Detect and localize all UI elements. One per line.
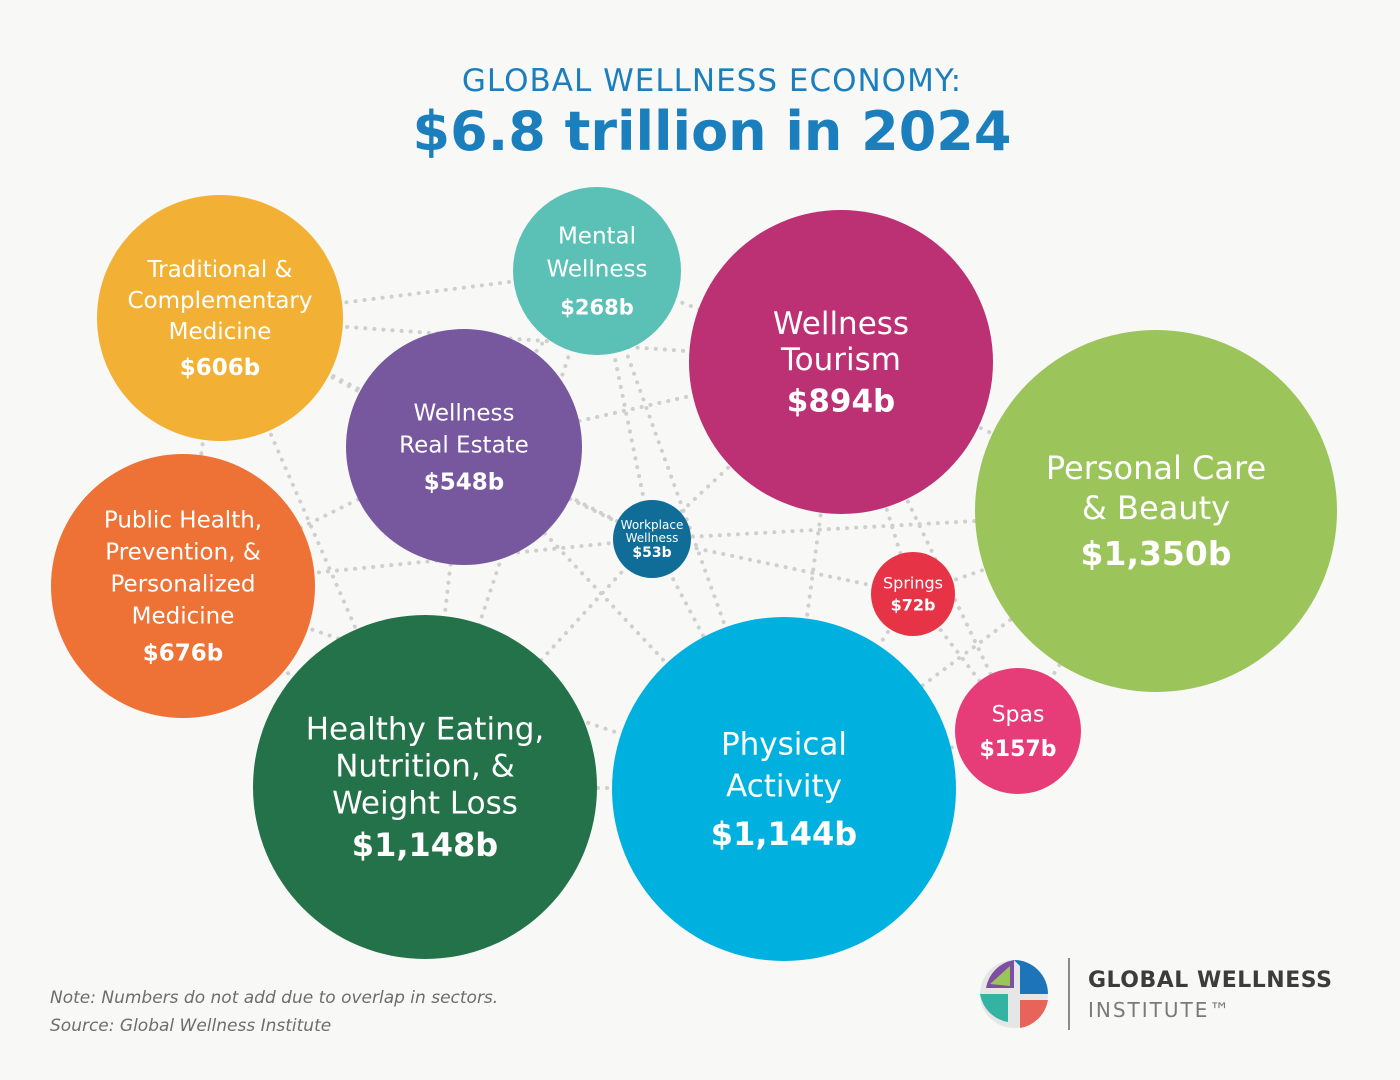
bubble: Personal Care& Beauty $1,350b [975, 330, 1337, 692]
gwi-logo-icon [980, 960, 1048, 1028]
bubble-circle [513, 187, 681, 355]
page-title: $6.8 trillion in 2024 [413, 100, 1012, 163]
bubble-circle [51, 454, 315, 718]
bubble-label: Wellness [546, 257, 647, 283]
bubble-circle [871, 552, 955, 636]
bubble-label: Healthy Eating, [306, 712, 545, 748]
bubble-circle [346, 329, 582, 565]
bubble-value-label: $157b [980, 737, 1057, 762]
bubble: Mental Wellness $268b [513, 187, 681, 355]
bubble: Physical Activity $1,144b [612, 617, 956, 961]
bubble-label: Prevention, & [105, 540, 261, 566]
connector-line [650, 509, 1158, 541]
bubble-value-label: $1,148b [352, 826, 498, 864]
bubble-value-label: $1,144b [711, 815, 857, 853]
bubble-value-label: $268b [560, 296, 633, 320]
logo-subtitle: INSTITUTE™ [1088, 998, 1232, 1022]
bubble-label: Activity [726, 769, 842, 805]
logo-divider [1068, 958, 1070, 1030]
bubble-label: Springs [883, 574, 943, 593]
bubble-circle [613, 500, 691, 578]
bubble-circle [689, 210, 993, 514]
bubble-circle [612, 617, 956, 961]
bubble: Public Health, Prevention, & Personalized M… [51, 454, 315, 718]
bubble-circle [975, 330, 1337, 692]
bubble-label: Tourism [780, 342, 901, 378]
bubble-label: Wellness [626, 531, 679, 545]
bubble-label: Complementary [128, 288, 313, 314]
bubble-label: Real Estate [399, 433, 529, 459]
source-note: Source: Global Wellness Institute [50, 1016, 332, 1036]
bubble-circle [955, 668, 1081, 794]
bubble-label: Medicine [169, 319, 272, 345]
connector-line [181, 445, 466, 588]
bubble-value-label: $548b [424, 469, 504, 495]
bubble-value-label: $894b [787, 384, 895, 420]
logo-name: GLOBAL WELLNESS [1088, 968, 1333, 993]
bubble-label: Physical [721, 727, 847, 763]
bubble-value-label: $1,350b [1081, 534, 1232, 573]
bubble: Springs $72b [871, 552, 955, 636]
bubble-label: Medicine [132, 604, 235, 630]
bubble-label: Traditional & [147, 257, 293, 283]
bubble-circle [97, 195, 343, 441]
footnote: Note: Numbers do not add due to overlap … [50, 988, 499, 1008]
bubble-label: Personalized [111, 572, 256, 598]
title-line-1: GLOBAL WELLNESS ECONOMY: [462, 63, 962, 99]
bubble-label: Mental [558, 224, 636, 250]
bubble-label: Nutrition, & [335, 749, 515, 785]
bubble: Traditional & Complementary Medicine $606b [97, 195, 343, 441]
bubble-circle [253, 615, 597, 959]
gwi-logo: GLOBAL WELLNESS INSTITUTE™ [976, 958, 1366, 1038]
bubble-label: Weight Loss [332, 786, 518, 822]
connector-line [181, 537, 654, 588]
bubble-label: & Beauty [1082, 489, 1230, 527]
bubble-value-label: $676b [143, 640, 223, 666]
bubble-value-label: $606b [180, 355, 260, 381]
bubble-value-label: $72b [891, 596, 936, 615]
bubble-label: Workplace [621, 518, 684, 532]
bubble-label: Public Health, [104, 508, 262, 534]
bubble-value-label: $53b [632, 545, 671, 561]
bubble-label: Personal Care [1046, 449, 1266, 487]
bubble: Wellness Real Estate $548b [346, 329, 582, 565]
bubble: Spas $157b [955, 668, 1081, 794]
bubble-group: Traditional & Complementary Medicine $606b M… [51, 187, 1337, 961]
bubble: Healthy Eating,Nutrition, &Weight Loss $1… [253, 615, 597, 959]
bubble-label: Wellness [413, 401, 514, 427]
connector-line [595, 269, 786, 791]
connector-line [650, 537, 915, 596]
bubble-label: Wellness [773, 306, 909, 342]
bubble-label: Spas [992, 702, 1045, 727]
